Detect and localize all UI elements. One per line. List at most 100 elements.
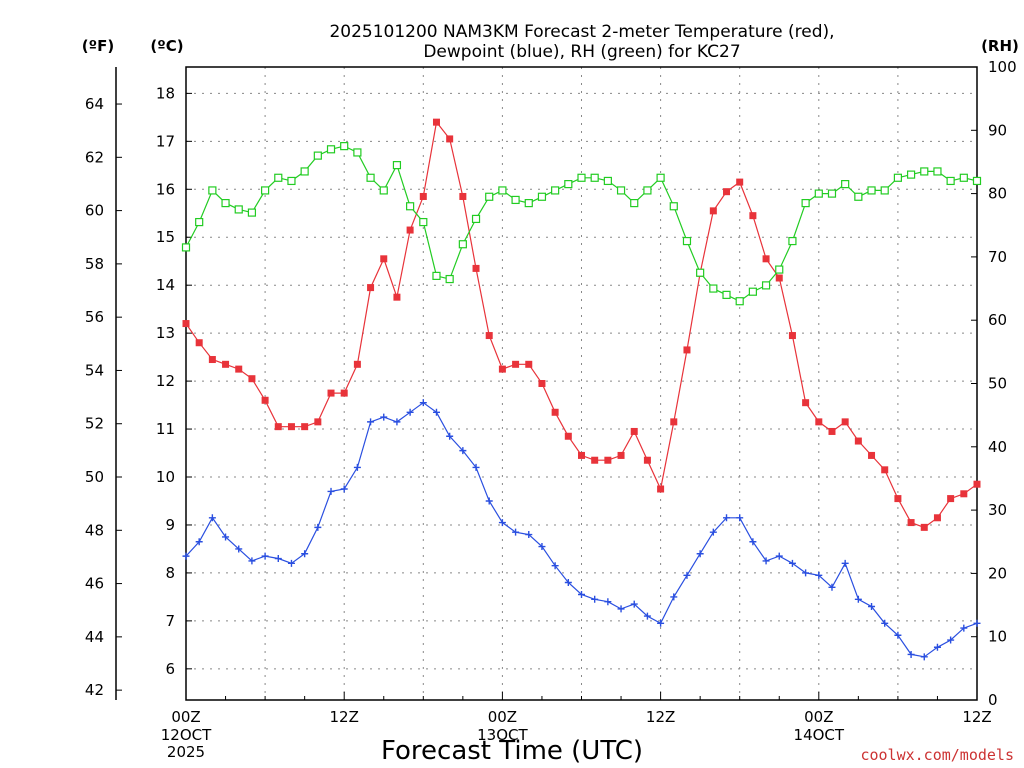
rh-point [841, 180, 850, 189]
rh-point [313, 151, 322, 160]
dewpoint-point [854, 595, 862, 603]
dewpoint-point [643, 612, 651, 620]
2-meter-temperature-point [828, 427, 836, 435]
dewpoint-point [274, 555, 282, 563]
dewpoint-point [920, 653, 928, 661]
2-meter-temperature-point [657, 485, 665, 493]
dewpoint-point [775, 552, 783, 560]
dewpoint-point [222, 533, 230, 541]
2-meter-temperature-point [683, 346, 691, 354]
rh-point [181, 243, 191, 252]
date-tick-label: 14OCT [794, 726, 845, 744]
rh-point [643, 186, 652, 195]
fahrenheit-axis: 42 44 46 48 50 52 54 56 58 60 62 64 [85, 95, 122, 699]
fahrenheit-tick-label: 46 [85, 575, 104, 593]
2-meter-temperature-point [327, 389, 335, 397]
fahrenheit-tick-label: 44 [85, 628, 104, 646]
2-meter-temperature-point [670, 418, 678, 426]
x-axis-label: Forecast Time (UTC) [381, 736, 643, 766]
rh-point [696, 268, 705, 277]
rh-point [827, 189, 837, 198]
dewpoint-point [933, 643, 941, 651]
dewpoint-point [828, 583, 836, 591]
dewpoint-point [459, 447, 467, 455]
2-meter-temperature-point [235, 365, 243, 373]
time-tick-label: 12Z [962, 708, 991, 726]
celsius-tick-label: 7 [165, 612, 175, 630]
rh-point [761, 281, 771, 290]
fahrenheit-tick-label: 62 [85, 148, 104, 166]
rh-point [458, 240, 467, 249]
rh-point [353, 148, 362, 157]
dewpoint-point [525, 531, 533, 539]
dewpoint-point [709, 528, 717, 536]
rh-point [669, 202, 678, 211]
2-meter-temperature-point [459, 192, 467, 200]
fahrenheit-tick-label: 58 [85, 255, 104, 273]
2-meter-temperature-point [525, 360, 533, 368]
dewpoint-point [947, 636, 955, 644]
rh-tick-label: 100 [988, 58, 1017, 76]
rh-point [274, 173, 283, 182]
rh-point [946, 176, 955, 186]
2-meter-temperature-point [578, 451, 585, 459]
2-meter-temperature-point [512, 360, 520, 368]
rh-point [234, 205, 243, 214]
dewpoint-point [881, 619, 889, 627]
series-group [181, 118, 982, 661]
2-meter-temperature-point [485, 332, 493, 340]
rh-point [419, 217, 428, 227]
rh-point [616, 186, 626, 195]
2-meter-temperature-point [762, 255, 770, 263]
2-meter-temperature-point [248, 375, 256, 383]
dewpoint-point [973, 619, 981, 627]
dewpoint-point [419, 399, 427, 407]
rh-point [300, 167, 309, 176]
rh-point [208, 186, 217, 195]
dewpoint-point [235, 545, 243, 553]
rh-point [524, 198, 533, 208]
2-meter-temperature-point [723, 188, 731, 196]
rh-point [326, 145, 336, 154]
fahrenheit-tick-label: 64 [85, 95, 104, 113]
rh-tick-label: 10 [988, 628, 1007, 646]
dewpoint-point [393, 418, 401, 426]
2-meter-temperature-point [498, 365, 506, 373]
rh-point [933, 167, 942, 176]
dewpoint-point [432, 408, 440, 416]
rh-point [498, 186, 507, 195]
rh-point [432, 271, 441, 280]
plot-frame [185, 66, 978, 701]
2-meter-temperature-point [261, 396, 269, 404]
rh-point [656, 173, 665, 182]
2-meter-temperature-point [630, 427, 638, 435]
dewpoint-point [960, 624, 968, 632]
chart-title-line1: 2025101200 NAM3KM Forecast 2-meter Tempe… [329, 22, 834, 42]
dewpoint-point [287, 559, 295, 567]
rh-point [880, 186, 889, 195]
rh-tick-label: 40 [988, 438, 1007, 456]
rh-point [906, 170, 916, 179]
rh-point [854, 192, 863, 201]
dewpoint-point [749, 538, 757, 546]
dewpoint-point [894, 631, 902, 639]
time-tick-label: 12Z [646, 708, 675, 726]
2-meter-temperature-point [894, 495, 902, 503]
dewpoint-point [512, 528, 520, 536]
dewpoint-point [723, 514, 731, 522]
dewpoint-point [472, 463, 480, 471]
dewpoint-point [670, 593, 678, 601]
rh-point [551, 186, 560, 195]
2-meter-temperature-point [617, 451, 625, 459]
rh-point [590, 173, 599, 182]
2-meter-temperature-point [551, 408, 559, 416]
dewpoint-point [261, 552, 269, 560]
rh-point [247, 208, 257, 217]
dewpoint-point [367, 418, 375, 426]
grid-lines [186, 67, 977, 700]
2-meter-temperature-point [301, 423, 309, 431]
rh-point [379, 186, 388, 195]
fahrenheit-unit-label: (ºF) [82, 37, 114, 55]
2-meter-temperature-point [854, 437, 862, 445]
